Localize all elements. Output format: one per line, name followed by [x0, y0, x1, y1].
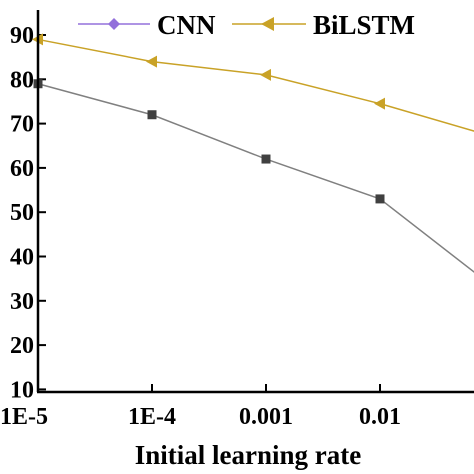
plot-series [32, 33, 474, 273]
y-tick-label: 10 [10, 377, 34, 403]
legend-item-bilstm: BiLSTM [232, 10, 415, 40]
y-tick-label: 40 [10, 245, 34, 271]
legend-label: BiLSTM [313, 10, 415, 40]
x-tick-label: 0.001 [239, 404, 293, 430]
y-tick-label: 20 [10, 333, 34, 359]
data-point [147, 110, 157, 120]
y-tick-label: 50 [10, 200, 34, 226]
series-bilstm [32, 33, 474, 132]
x-tick-label: 1E-5 [0, 404, 48, 430]
x-axis-ticks: 1E-5 1E-4 0.001 0.01 [0, 384, 401, 430]
data-point [375, 194, 385, 204]
data-point [260, 68, 271, 81]
legend-marker [108, 18, 120, 30]
legend-item-cnn: CNN [78, 10, 216, 40]
y-tick-label: 80 [10, 67, 34, 93]
series-line-cnn [37, 83, 474, 273]
legend-marker [261, 17, 274, 31]
series-cnn [33, 79, 474, 273]
data-point [374, 97, 385, 110]
y-tick-label: 90 [10, 23, 34, 49]
y-tick-label: 30 [10, 289, 34, 315]
series-line-bilstm [37, 38, 474, 132]
y-axis-ticks: 10 20 30 40 50 60 70 80 90 [10, 23, 46, 403]
x-tick-label: 0.01 [359, 404, 401, 430]
axes [36, 10, 474, 394]
x-axis-title: Initial learning rate [135, 440, 361, 470]
y-tick-label: 70 [10, 112, 34, 138]
legend: CNN BiLSTM [78, 10, 415, 40]
x-tick-label: 1E-4 [128, 404, 176, 430]
data-point [146, 55, 157, 68]
data-point [261, 154, 271, 164]
legend-label: CNN [157, 10, 216, 40]
y-tick-label: 60 [10, 156, 34, 182]
